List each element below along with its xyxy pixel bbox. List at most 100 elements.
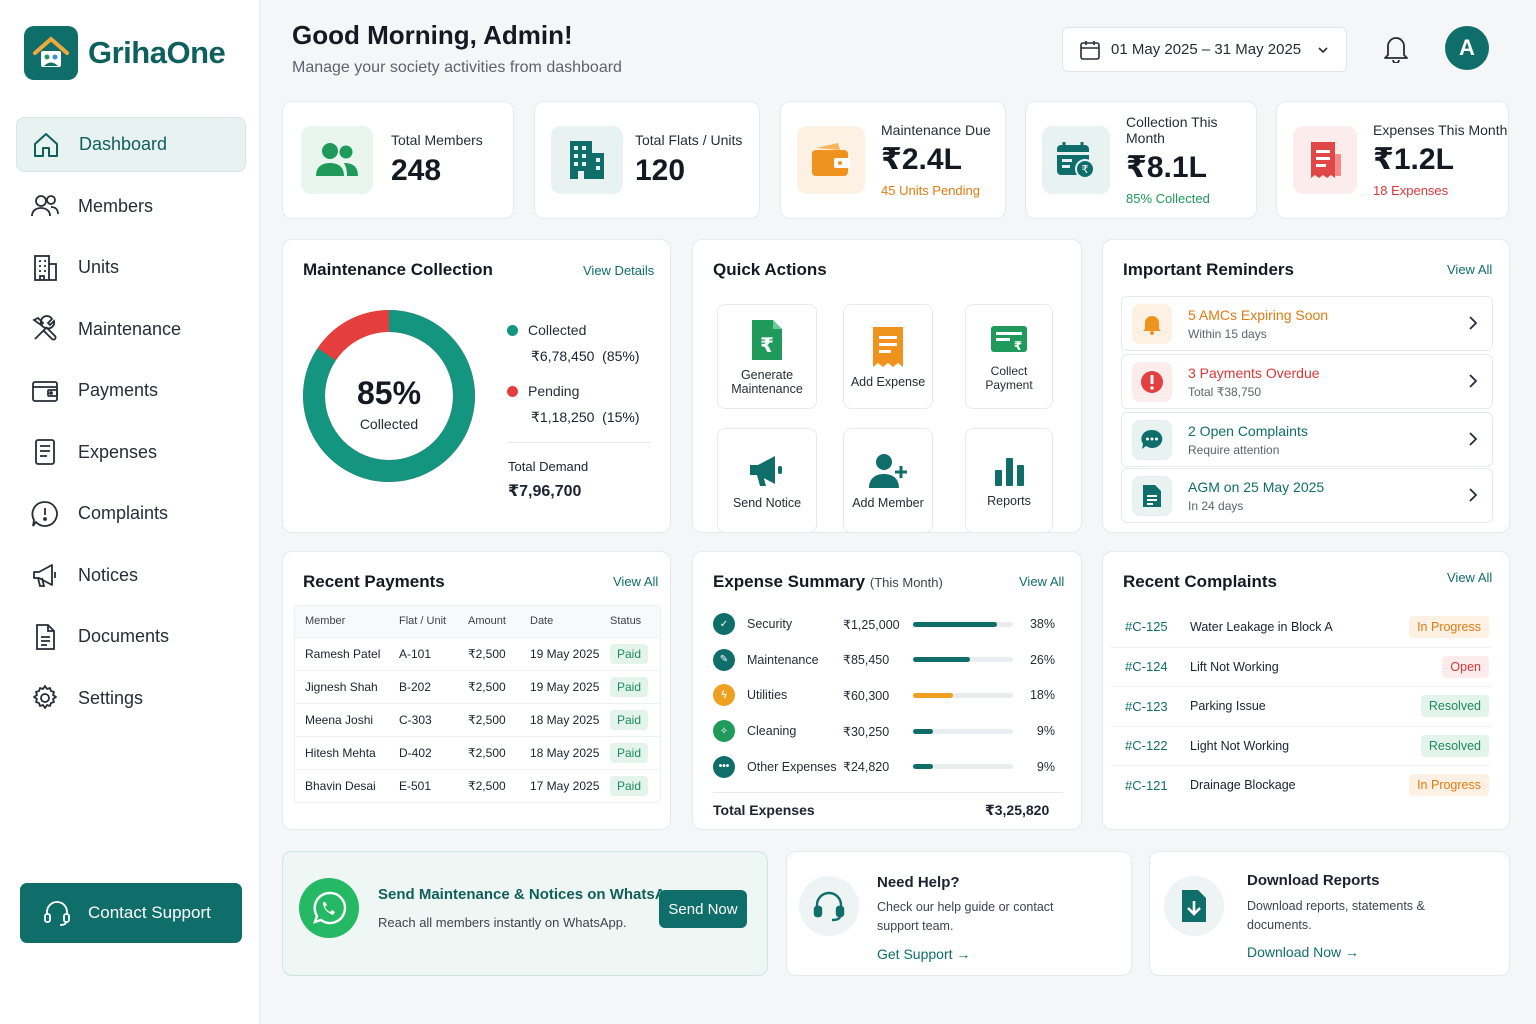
- expense-bar-track: [913, 728, 1013, 734]
- dots-icon: •••: [713, 755, 735, 778]
- send-now-button[interactable]: Send Now: [659, 890, 747, 928]
- expenses-view-all-link[interactable]: View All: [1019, 574, 1065, 589]
- reminder-item[interactable]: AGM on 25 May 2025 In 24 days: [1121, 468, 1493, 523]
- sidebar-item-payments[interactable]: Payments: [16, 363, 246, 418]
- column-header: Status: [610, 606, 660, 637]
- complaint-id[interactable]: #C-124: [1125, 659, 1168, 674]
- whatsapp-banner: Send Maintenance & Notices on WhatsApp R…: [282, 851, 768, 976]
- table-row[interactable]: Bhavin Desai E-501 ₹2,500 17 May 2025 Paid: [295, 768, 660, 802]
- sidebar-item-notices[interactable]: Notices: [16, 548, 246, 603]
- add-user-icon: [869, 453, 907, 488]
- app-logo[interactable]: GrihaOne: [24, 26, 226, 80]
- whatsapp-sub: Reach all members instantly on WhatsApp.: [378, 915, 627, 930]
- bell-icon: [1384, 37, 1408, 64]
- column-header: Member: [295, 606, 399, 637]
- reminders-view-all-link[interactable]: View All: [1447, 262, 1493, 277]
- download-now-link[interactable]: Download Now →: [1247, 944, 1360, 960]
- sidebar-item-settings[interactable]: Settings: [16, 671, 246, 726]
- reminder-sub: Within 15 days: [1188, 326, 1267, 341]
- card-title: Quick Actions: [713, 260, 827, 279]
- complaint-row[interactable]: #C-122 Light Not Working Resolved: [1111, 725, 1491, 765]
- complaint-id[interactable]: #C-122: [1125, 738, 1168, 753]
- complaint-text: Parking Issue: [1190, 699, 1266, 713]
- sidebar-item-members[interactable]: Members: [16, 179, 246, 234]
- stat-sub: 18 Expenses: [1373, 183, 1449, 198]
- recent-payments-card: Recent Payments View All Member Flat / U…: [282, 551, 671, 830]
- complaint-row[interactable]: #C-124 Lift Not Working Open: [1111, 646, 1491, 686]
- status-badge: Paid: [610, 676, 649, 697]
- expense-amount: ₹85,450: [843, 653, 890, 668]
- sidebar-item-label: Maintenance: [78, 318, 182, 339]
- donut-center-value: 85%: [356, 375, 422, 411]
- sidebar-item-label: Units: [78, 257, 120, 277]
- add-expense-button[interactable]: Add Expense: [843, 304, 933, 409]
- table-cell: D-402: [399, 735, 468, 769]
- reminder-sub: In 24 days: [1188, 498, 1244, 513]
- download-reports-card: Download Reports Download reports, state…: [1149, 851, 1510, 976]
- reminders-card: Important Reminders View All 5 AMCs Expi…: [1102, 239, 1510, 533]
- stat-card-expenses: Expenses This Month ₹1.2L 18 Expenses: [1276, 101, 1509, 219]
- table-cell: Bhavin Desai: [295, 768, 399, 802]
- table-row[interactable]: Ramesh Patel A-101 ₹2,500 19 May 2025 Paid: [295, 636, 660, 670]
- sidebar-item-expenses[interactable]: Expenses: [16, 425, 246, 480]
- stat-sub: 85% Collected: [1126, 191, 1210, 206]
- complaints-view-all-link[interactable]: View All: [1447, 570, 1493, 585]
- send-notice-button[interactable]: Send Notice: [717, 428, 817, 533]
- sidebar-item-label: Expenses: [78, 441, 158, 462]
- payments-view-all-link[interactable]: View All: [613, 574, 659, 589]
- megaphone-icon: [33, 564, 56, 587]
- sidebar-item-documents[interactable]: Documents: [16, 609, 246, 664]
- get-support-link[interactable]: Get Support →: [877, 946, 971, 962]
- table-cell: Hitesh Mehta: [295, 735, 399, 769]
- complaint-row[interactable]: #C-121 Drainage Blockage In Progress: [1111, 765, 1491, 804]
- expense-name: Security: [747, 617, 793, 631]
- main-content: Good Morning, Admin! Manage your society…: [260, 0, 1536, 1024]
- complaint-row[interactable]: #C-125 Water Leakage in Block A In Progres…: [1111, 607, 1491, 646]
- stat-label: Expenses This Month: [1373, 122, 1508, 138]
- complaint-row[interactable]: #C-123 Parking Issue Resolved: [1111, 686, 1491, 725]
- notification-button[interactable]: [1382, 33, 1410, 68]
- reminder-item[interactable]: 5 AMCs Expiring Soon Within 15 days: [1121, 296, 1493, 351]
- users-icon: [301, 126, 373, 194]
- collect-payment-button[interactable]: ₹ Collect Payment: [965, 304, 1053, 409]
- tools-icon: [32, 315, 57, 341]
- table-row[interactable]: Jignesh Shah B-202 ₹2,500 19 May 2025 Paid: [295, 669, 660, 703]
- headset-icon: [44, 901, 70, 926]
- add-member-button[interactable]: Add Member: [843, 428, 933, 533]
- reminder-item[interactable]: 3 Payments Overdue Total ₹38,750: [1121, 354, 1493, 409]
- date-range-picker[interactable]: 01 May 2025 – 31 May 2025: [1062, 27, 1347, 72]
- sidebar-nav: Dashboard Members Units Maintenance Paym…: [16, 117, 246, 732]
- table-cell: 17 May 2025: [530, 768, 610, 802]
- reminder-title: 5 AMCs Expiring Soon: [1188, 306, 1329, 323]
- status-badge: Resolved: [1420, 695, 1489, 717]
- maintenance-collection-card: Maintenance Collection View Details 85% …: [282, 239, 671, 533]
- view-details-link[interactable]: View Details: [583, 263, 655, 278]
- contact-support-button[interactable]: Contact Support: [20, 883, 242, 943]
- sidebar-item-dashboard[interactable]: Dashboard: [16, 117, 246, 172]
- table-row[interactable]: Hitesh Mehta D-402 ₹2,500 18 May 2025 Paid: [295, 735, 660, 769]
- reminder-item[interactable]: 2 Open Complaints Require attention: [1121, 412, 1493, 467]
- table-cell: A-101: [399, 636, 468, 670]
- generate-maintenance-button[interactable]: ₹ Generate Maintenance: [717, 304, 817, 409]
- status-badge: Resolved: [1420, 734, 1489, 757]
- expense-amount: ₹30,250: [843, 724, 890, 739]
- expense-amount: ₹24,820: [843, 760, 890, 775]
- stat-value: 120: [635, 154, 686, 187]
- sidebar-item-label: Documents: [78, 626, 170, 646]
- reports-button[interactable]: Reports: [965, 428, 1053, 533]
- calendar-rupee-icon: ₹: [1042, 126, 1110, 194]
- complaint-id[interactable]: #C-123: [1125, 698, 1168, 714]
- sidebar-item-complaints[interactable]: Complaints: [16, 486, 246, 541]
- table-row[interactable]: Meena Joshi C-303 ₹2,500 18 May 2025 Paid: [295, 702, 660, 736]
- complaint-id[interactable]: #C-121: [1125, 777, 1168, 793]
- legend-divider: [507, 442, 651, 443]
- expense-row: ✧ Cleaning ₹30,250 9%: [713, 716, 1055, 746]
- total-demand-label: Total Demand: [508, 459, 589, 474]
- document-icon: [36, 623, 55, 650]
- help-sub: Check our help guide or contact support …: [877, 900, 1054, 933]
- avatar[interactable]: A: [1445, 26, 1489, 70]
- complaint-id[interactable]: #C-125: [1125, 619, 1168, 634]
- sidebar-item-units[interactable]: Units: [16, 240, 246, 295]
- stat-label: Collection This Month: [1126, 114, 1218, 146]
- sidebar-item-maintenance[interactable]: Maintenance: [16, 302, 246, 357]
